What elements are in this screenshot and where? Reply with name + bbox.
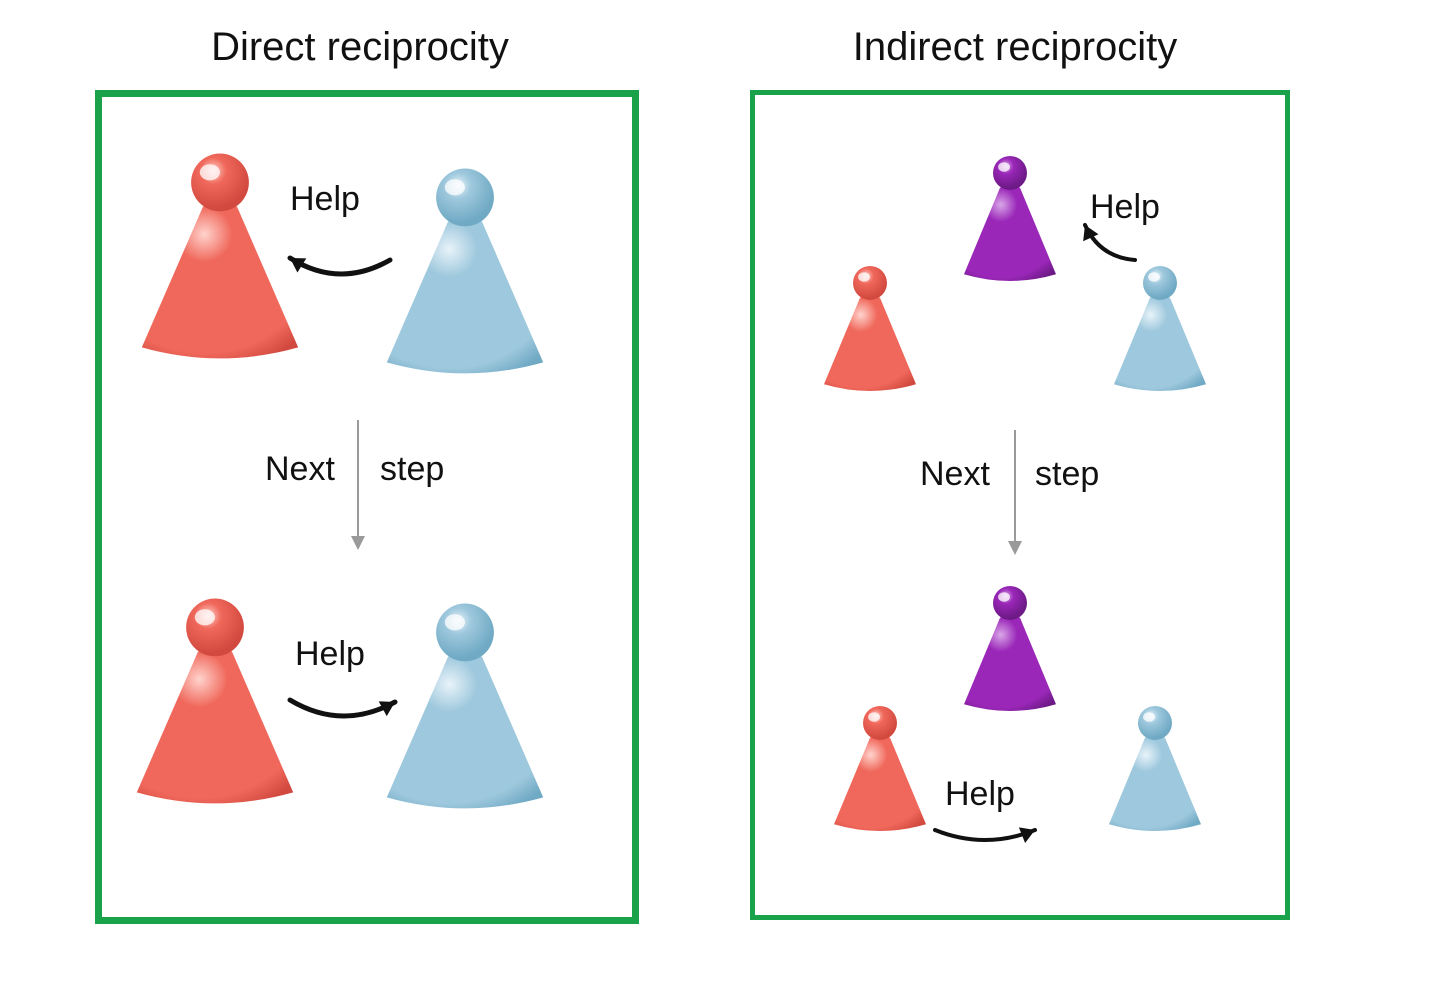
left-title: Direct reciprocity (100, 25, 620, 70)
next-step-arrow-icon (343, 420, 373, 552)
step-label: step (1035, 455, 1099, 494)
step-label: step (380, 450, 444, 489)
pawn-red-icon (820, 260, 920, 395)
help-arrow-icon (250, 218, 430, 300)
help-arrow-icon (895, 790, 1075, 870)
pawn-blue-icon (1105, 700, 1205, 835)
help-arrow-icon (250, 660, 435, 742)
right-title: Indirect reciprocity (755, 25, 1275, 70)
next-label: Next (265, 450, 335, 489)
help-label: Help (290, 180, 360, 219)
next-label: Next (920, 455, 990, 494)
next-step-arrow-icon (1000, 430, 1030, 557)
pawn-purple-icon (960, 580, 1060, 715)
help-arrow-icon (1045, 185, 1175, 300)
diagram-canvas: Direct reciprocity Indirect reciprocity (0, 0, 1440, 990)
